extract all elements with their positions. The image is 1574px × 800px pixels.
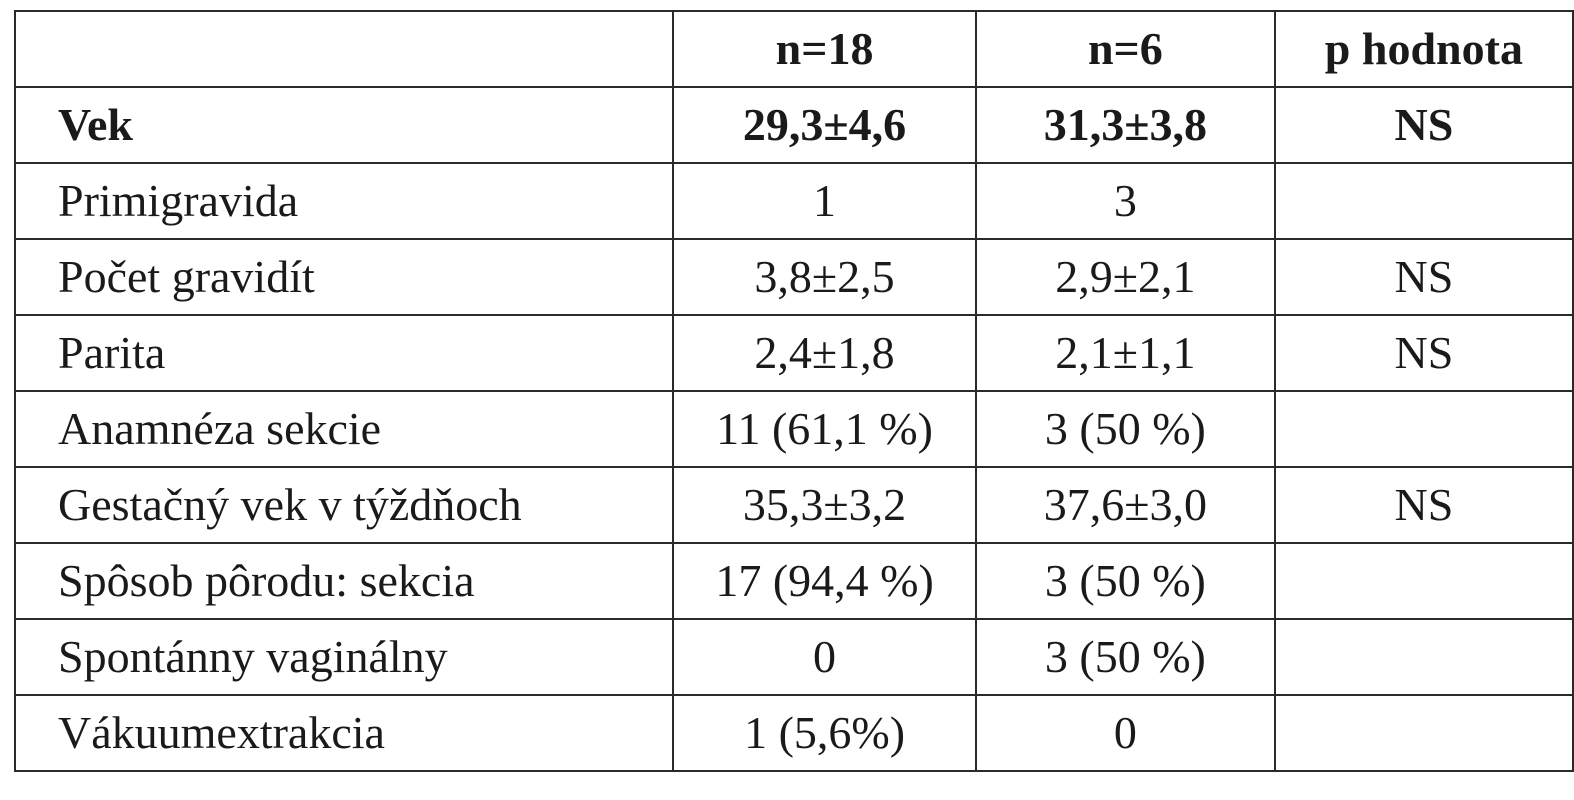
header-group-b: n=6 bbox=[974, 10, 1276, 88]
row-p-value bbox=[1273, 694, 1574, 772]
table-row: Parita 2,4±1,8 2,1±1,1 NS bbox=[13, 314, 1574, 392]
row-group-a-value: 3,8±2,5 bbox=[672, 238, 977, 316]
row-group-a-value: 1 (5,6%) bbox=[672, 694, 977, 772]
row-group-b-value: 3 (50 %) bbox=[974, 542, 1276, 620]
row-group-b-value: 0 bbox=[974, 694, 1276, 772]
row-p-value: NS bbox=[1273, 238, 1574, 316]
table-row: Gestačný vek v týždňoch 35,3±3,2 37,6±3,… bbox=[13, 466, 1574, 544]
row-p-value: NS bbox=[1273, 466, 1574, 544]
row-group-a-value: 35,3±3,2 bbox=[672, 466, 977, 544]
row-label: Primigravida bbox=[13, 162, 675, 240]
header-label-cell bbox=[13, 10, 675, 88]
row-label: Vek bbox=[13, 86, 675, 164]
header-group-a: n=18 bbox=[672, 10, 977, 88]
table-container: n=18 n=6 p hodnota Vek 29,3±4,6 31,3±3,8… bbox=[13, 10, 1574, 772]
row-group-b-value: 31,3±3,8 bbox=[974, 86, 1276, 164]
row-p-value bbox=[1273, 542, 1574, 620]
row-group-a-value: 2,4±1,8 bbox=[672, 314, 977, 392]
row-group-a-value: 17 (94,4 %) bbox=[672, 542, 977, 620]
table-row: Počet gravidít 3,8±2,5 2,9±2,1 NS bbox=[13, 238, 1574, 316]
row-group-b-value: 3 (50 %) bbox=[974, 618, 1276, 696]
table-row: Primigravida 1 3 bbox=[13, 162, 1574, 240]
table-row: Spôsob pôrodu: sekcia 17 (94,4 %) 3 (50 … bbox=[13, 542, 1574, 620]
row-label: Spôsob pôrodu: sekcia bbox=[13, 542, 675, 620]
table-header-row: n=18 n=6 p hodnota bbox=[13, 10, 1574, 88]
row-group-a-value: 1 bbox=[672, 162, 977, 240]
row-label: Parita bbox=[13, 314, 675, 392]
table-row: Spontánny vaginálny 0 3 (50 %) bbox=[13, 618, 1574, 696]
row-label: Spontánny vaginálny bbox=[13, 618, 675, 696]
table-row: Vek 29,3±4,6 31,3±3,8 NS bbox=[13, 86, 1574, 164]
row-label: Počet gravidít bbox=[13, 238, 675, 316]
row-p-value: NS bbox=[1273, 86, 1574, 164]
row-p-value: NS bbox=[1273, 314, 1574, 392]
row-label: Gestačný vek v týždňoch bbox=[13, 466, 675, 544]
row-group-a-value: 11 (61,1 %) bbox=[672, 390, 977, 468]
row-label: Vákuumextrakcia bbox=[13, 694, 675, 772]
row-p-value bbox=[1273, 390, 1574, 468]
row-p-value bbox=[1273, 618, 1574, 696]
row-group-b-value: 3 (50 %) bbox=[974, 390, 1276, 468]
row-group-b-value: 2,1±1,1 bbox=[974, 314, 1276, 392]
table-row: Vákuumextrakcia 1 (5,6%) 0 bbox=[13, 694, 1574, 772]
row-group-a-value: 29,3±4,6 bbox=[672, 86, 977, 164]
row-p-value bbox=[1273, 162, 1574, 240]
row-group-b-value: 37,6±3,0 bbox=[974, 466, 1276, 544]
row-group-a-value: 0 bbox=[672, 618, 977, 696]
data-table: n=18 n=6 p hodnota Vek 29,3±4,6 31,3±3,8… bbox=[13, 10, 1574, 772]
header-p-value: p hodnota bbox=[1273, 10, 1574, 88]
row-label: Anamnéza sekcie bbox=[13, 390, 675, 468]
table-row: Anamnéza sekcie 11 (61,1 %) 3 (50 %) bbox=[13, 390, 1574, 468]
row-group-b-value: 2,9±2,1 bbox=[974, 238, 1276, 316]
row-group-b-value: 3 bbox=[974, 162, 1276, 240]
